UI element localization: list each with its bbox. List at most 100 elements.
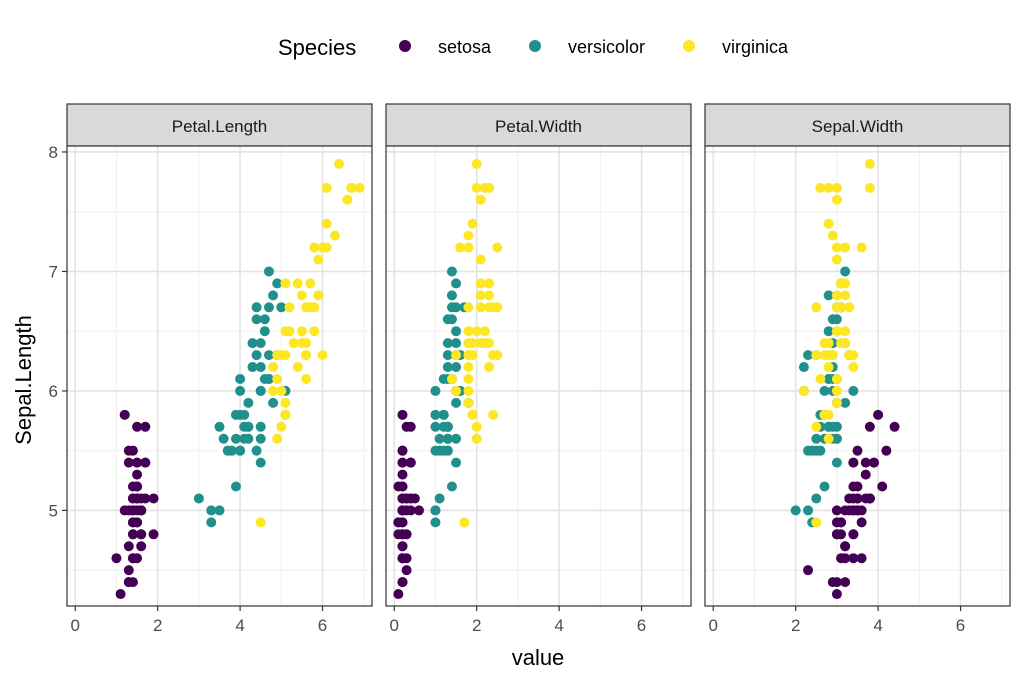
point-virginica [301, 350, 312, 361]
point-virginica [455, 242, 466, 253]
point-virginica [798, 385, 809, 396]
point-virginica [484, 362, 495, 373]
point-virginica [864, 182, 875, 193]
x-tick-label: 6 [956, 616, 965, 635]
point-virginica [831, 385, 842, 396]
point-virginica [276, 350, 287, 361]
point-versicolor [451, 457, 462, 468]
point-virginica [488, 350, 499, 361]
point-versicolor [276, 302, 287, 313]
point-setosa [397, 469, 408, 480]
point-virginica [280, 397, 291, 408]
point-virginica [342, 194, 353, 205]
point-virginica [309, 242, 320, 253]
point-virginica [831, 254, 842, 265]
point-versicolor [214, 421, 225, 432]
point-setosa [397, 505, 408, 516]
point-versicolor [263, 266, 274, 277]
point-virginica [296, 326, 307, 337]
point-setosa [136, 529, 147, 540]
point-setosa [848, 493, 859, 504]
point-versicolor [451, 326, 462, 337]
point-setosa [132, 421, 143, 432]
point-setosa [405, 493, 416, 504]
point-setosa [856, 553, 867, 564]
point-setosa [140, 421, 151, 432]
point-setosa [831, 529, 842, 540]
point-virginica [463, 302, 474, 313]
point-setosa [848, 457, 859, 468]
point-versicolor [819, 385, 830, 396]
point-virginica [321, 218, 332, 229]
point-setosa [405, 457, 416, 468]
point-virginica [840, 326, 851, 337]
point-versicolor [823, 373, 834, 384]
x-axis-title: value [512, 645, 565, 670]
point-versicolor [811, 493, 822, 504]
point-virginica [479, 338, 490, 349]
point-setosa [127, 517, 138, 528]
point-virginica [467, 218, 478, 229]
y-tick-label: 8 [49, 143, 58, 162]
point-setosa [856, 517, 867, 528]
point-versicolor [823, 290, 834, 301]
point-virginica [479, 326, 490, 337]
legend-key-setosa [399, 40, 411, 52]
legend: Species setosa versicolor virginica [278, 35, 789, 60]
point-setosa [397, 409, 408, 420]
point-versicolor [255, 385, 266, 396]
point-setosa [119, 409, 130, 420]
panel-background [67, 146, 372, 606]
legend-label-virginica: virginica [722, 37, 789, 57]
point-versicolor [206, 505, 217, 516]
point-virginica [463, 230, 474, 241]
point-versicolor [831, 457, 842, 468]
point-setosa [831, 505, 842, 516]
point-setosa [868, 457, 879, 468]
point-versicolor [251, 314, 262, 325]
point-virginica [823, 350, 834, 361]
point-setosa [393, 589, 404, 600]
point-virginica [475, 302, 486, 313]
point-virginica [280, 278, 291, 289]
point-virginica [492, 302, 503, 313]
point-setosa [860, 457, 871, 468]
x-tick-label: 6 [318, 616, 327, 635]
point-versicolor [442, 433, 453, 444]
point-versicolor [451, 362, 462, 373]
point-virginica [276, 385, 287, 396]
point-virginica [296, 338, 307, 349]
point-versicolor [247, 338, 258, 349]
point-versicolor [272, 278, 283, 289]
point-virginica [292, 362, 303, 373]
point-virginica [467, 409, 478, 420]
x-tick-label: 4 [554, 616, 563, 635]
panel-sepal-width: Sepal.Width 0 2 4 6 [704, 103, 1011, 635]
point-versicolor [193, 493, 204, 504]
point-virginica [811, 517, 822, 528]
point-versicolor [430, 505, 441, 516]
point-versicolor [803, 350, 814, 361]
point-virginica [484, 290, 495, 301]
point-versicolor [259, 373, 270, 384]
point-setosa [140, 457, 151, 468]
point-virginica [831, 373, 842, 384]
x-tick-label: 4 [235, 616, 244, 635]
point-versicolor [803, 505, 814, 516]
point-setosa [136, 505, 147, 516]
point-virginica [463, 242, 474, 253]
panel-border [385, 145, 692, 607]
panel-background [705, 146, 1010, 606]
point-versicolor [434, 493, 445, 504]
point-versicolor [430, 445, 441, 456]
point-setosa [132, 481, 143, 492]
point-virginica [255, 517, 266, 528]
point-versicolor [255, 433, 266, 444]
panel-border [704, 145, 1011, 607]
point-virginica [848, 362, 859, 373]
point-virginica [459, 517, 470, 528]
point-virginica [288, 338, 299, 349]
point-virginica [484, 278, 495, 289]
point-versicolor [831, 314, 842, 325]
